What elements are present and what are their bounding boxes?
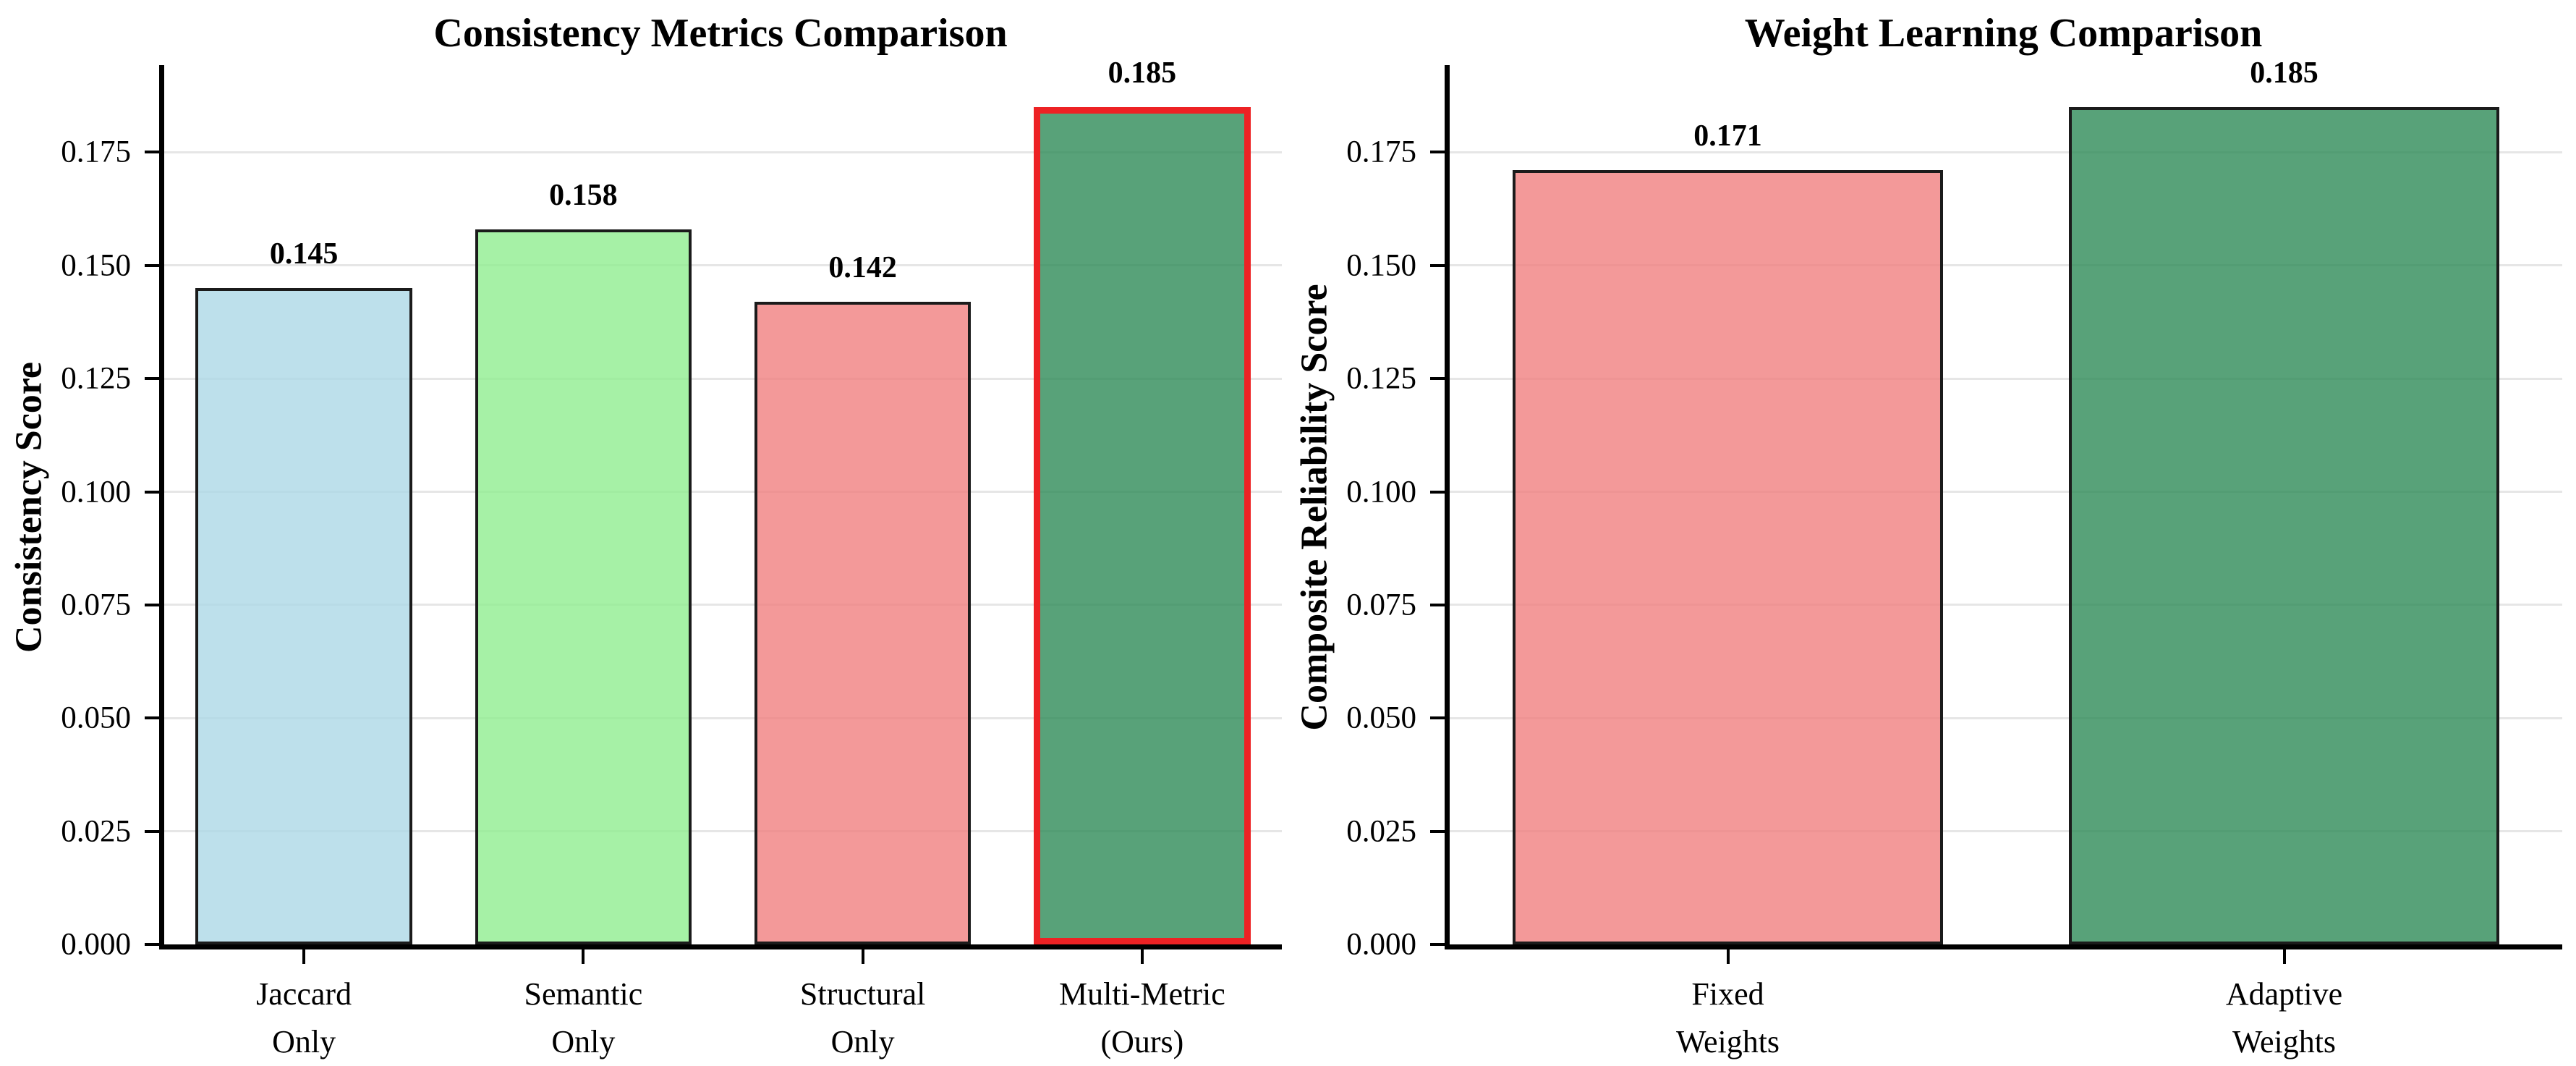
gridline [164, 830, 1282, 833]
gridline [1450, 830, 2562, 833]
bar-value-label: 0.185 [2250, 56, 2318, 90]
y-axis-tick [145, 377, 159, 381]
x-axis-tick-label-line: Weights [2232, 1024, 2337, 1059]
y-axis-tick-label: 0.075 [61, 588, 131, 622]
plot-area: 0.000 0.025 0.050 0.075 0.100 0.125 0.150 0.175… [1346, 58, 2562, 1059]
gridline [1450, 264, 2562, 267]
x-axis-tick-label-line: Weights [1675, 1024, 1780, 1059]
y-axis-tick [1430, 151, 1445, 154]
x-axis-tick-label-line: (Ours) [1100, 1024, 1184, 1059]
y-axis-tick-label: 0.100 [61, 475, 131, 509]
y-axis-tick [145, 263, 159, 267]
bar-value-label: 0.158 [549, 178, 618, 212]
y-axis-tick [145, 716, 159, 720]
chart-title: Consistency Metrics Comparison [433, 11, 1008, 56]
gridline [1450, 491, 2562, 494]
x-axis-tick-label-line: Only [830, 1024, 895, 1059]
x-axis-tick [861, 949, 864, 964]
x-axis-tick-label: Structural Only [800, 970, 926, 1066]
x-axis-tick-label-line: Only [551, 1024, 616, 1059]
bar-adaptive-weights [2068, 106, 2500, 944]
x-axis-tick-label: Multi-Metric (Ours) [1059, 970, 1225, 1066]
x-axis-tick-label-line: Adaptive [2225, 976, 2343, 1012]
x-axis-tick-label-line: Semantic [524, 976, 643, 1012]
gridline [164, 604, 1282, 606]
y-axis-tick-label: 0.125 [1346, 361, 1416, 396]
y-axis-tick [1430, 943, 1445, 946]
bar-value-label: 0.145 [269, 237, 339, 271]
gridline [164, 377, 1282, 380]
y-axis-tick-label: 0.050 [1346, 701, 1416, 735]
y-axis-tick [1430, 263, 1445, 267]
x-axis-tick [1140, 949, 1144, 964]
x-axis-tick-label-line: Structural [799, 976, 926, 1012]
y-axis-tick-label: 0.000 [1346, 927, 1416, 962]
y-axis-tick-label: 0.025 [1346, 814, 1416, 849]
chart-weight-learning: Weight Learning Comparison Composite Rel… [1294, 11, 2562, 1059]
y-axis-tick [145, 151, 159, 154]
y-axis-tick [145, 943, 159, 946]
chart-consistency-metrics: Consistency Metrics Comparison Consisten… [9, 11, 1282, 1059]
y-axis-label: Consistency Score [8, 361, 50, 653]
x-axis-tick [2282, 949, 2286, 964]
x-axis-tick [1726, 949, 1730, 964]
bar-semantic-only [475, 229, 692, 944]
bar-value-label: 0.142 [828, 250, 897, 284]
plot-area: 0.000 0.025 0.050 0.075 0.100 0.125 0.150 0.175… [61, 58, 1282, 1059]
y-axis-tick-label: 0.100 [1346, 475, 1416, 509]
gridline [164, 264, 1282, 267]
y-axis-tick-label: 0.150 [61, 248, 131, 283]
y-axis-label: Composite Reliability Score [1293, 284, 1335, 731]
y-axis-tick [1430, 377, 1445, 381]
y-axis-tick-label: 0.150 [1346, 248, 1416, 283]
x-axis-tick-label: Semantic Only [524, 970, 643, 1066]
gridline [1450, 716, 2562, 719]
y-axis-tick-label: 0.000 [61, 927, 131, 962]
y-axis-tick [1430, 603, 1445, 606]
y-axis-tick-label: 0.050 [61, 701, 131, 735]
x-axis-tick-label: Adaptive Weights [2226, 970, 2342, 1066]
bar-fixed-weights [1512, 170, 1944, 944]
gridline [1450, 604, 2562, 606]
bar-value-label: 0.171 [1693, 119, 1762, 153]
gridline [164, 151, 1282, 153]
x-axis-tick [302, 949, 306, 964]
x-axis-tick [582, 949, 585, 964]
y-axis-tick-label: 0.125 [61, 361, 131, 396]
y-axis-tick-label: 0.025 [61, 814, 131, 849]
bar-multi-metric-ours [1034, 106, 1251, 944]
gridline [1450, 151, 2562, 153]
x-axis-tick-label-line: Jaccard [256, 976, 352, 1012]
gridline [164, 716, 1282, 719]
y-axis-tick [1430, 829, 1445, 833]
y-axis-tick-label: 0.075 [1346, 588, 1416, 622]
x-axis-tick-label: Fixed Weights [1676, 970, 1780, 1066]
y-axis-tick [1430, 716, 1445, 720]
x-axis-tick-label-line: Fixed [1691, 976, 1764, 1012]
y-axis-tick-label: 0.175 [1346, 135, 1416, 169]
x-axis-tick-label-line: Only [272, 1024, 336, 1059]
y-axis-tick [1430, 490, 1445, 494]
y-axis-tick [145, 829, 159, 833]
bar-jaccard-only [195, 288, 412, 944]
bar-structural-only [754, 301, 972, 944]
x-axis-tick-label-line: Multi-Metric [1059, 976, 1225, 1012]
y-axis-tick-label: 0.175 [61, 135, 131, 169]
bar-value-label: 0.185 [1108, 56, 1177, 90]
gridline [1450, 377, 2562, 380]
x-axis-tick-label: Jaccard Only [256, 970, 352, 1066]
chart-title: Weight Learning Comparison [1744, 11, 2263, 56]
y-axis-tick [145, 603, 159, 606]
y-axis-tick [145, 490, 159, 494]
gridline [164, 491, 1282, 494]
